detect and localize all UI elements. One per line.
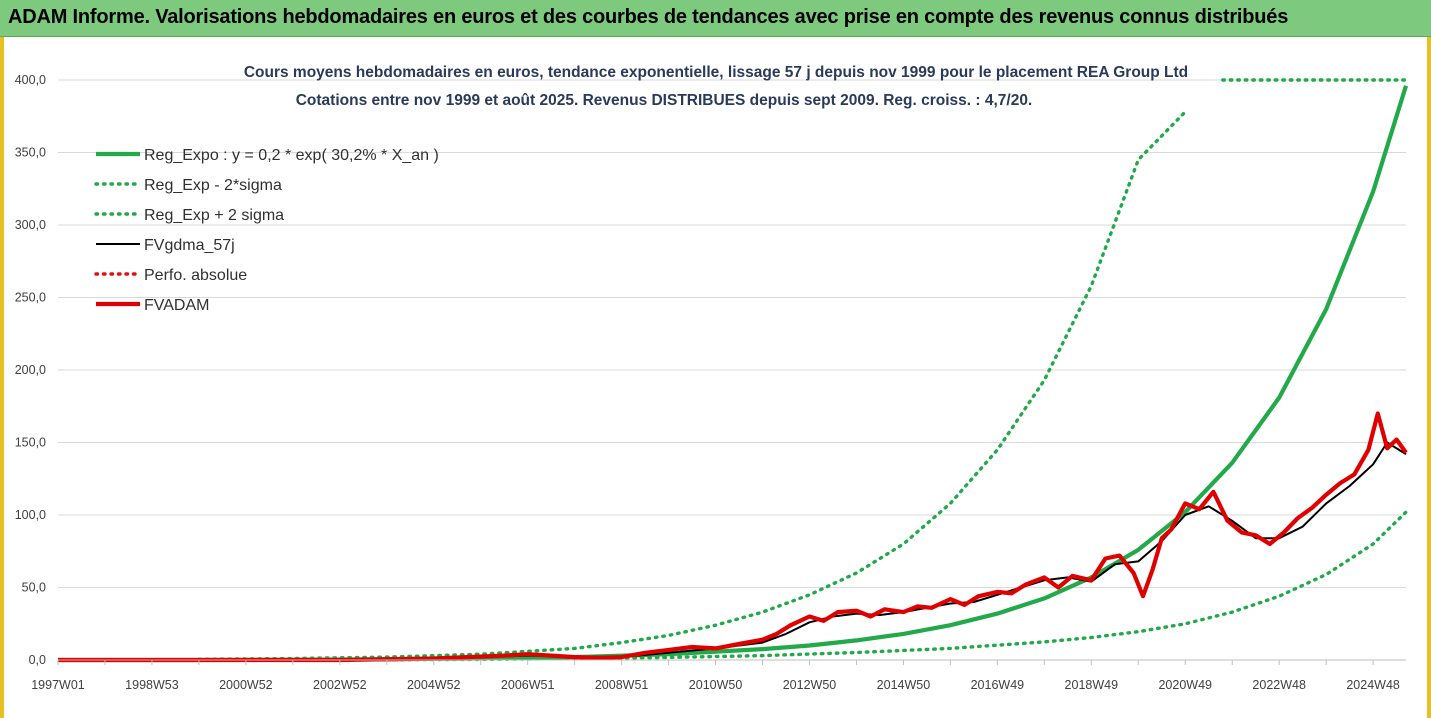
x-tick-label: 1997W01 [31,678,85,692]
legend-label: FVADAM [144,297,209,314]
x-tick-label: 2008W51 [595,678,649,692]
x-tick-label: 2016W49 [971,678,1025,692]
x-tick-label: 2018W49 [1065,678,1119,692]
y-tick-label: 350,0 [15,146,46,160]
x-tick-label: 2014W50 [877,678,931,692]
chart-frame: 0,0 50,0 100,0 150,0 200,0 250,0 300,0 350,0 400… [0,37,1431,718]
series-line-0 [58,85,1409,663]
series-line-2 [197,110,1187,661]
series-layer [58,78,1409,663]
axis-layer: 0,0 50,0 100,0 150,0 200,0 250,0 300,0 350,0 400… [15,73,1406,692]
y-tick-label: 400,0 [15,73,46,87]
y-tick-label: 200,0 [15,363,46,377]
x-tick-label: 2002W52 [313,678,367,692]
y-tick-label: 300,0 [15,218,46,232]
x-tick-label: 2024W48 [1346,678,1400,692]
chart-title: Cours moyens hebdomadaires en euros, ten… [244,64,1188,81]
y-tick-label: 100,0 [15,508,46,522]
legend-label: Reg_Exp + 2 sigma [144,207,284,224]
series-line-5 [58,411,1408,663]
grid [58,79,1406,661]
chart-subtitle: Cotations entre nov 1999 et août 2025. R… [296,92,1033,109]
header-bar: ADAM Informe. Valorisations hebdomadaire… [0,0,1431,37]
legend: Reg_Expo : y = 0,2 * exp( 30,2% * X_an )… [94,147,439,314]
y-tick-label: 0,0 [29,653,46,667]
legend-label: Perfo. absolue [144,267,247,284]
x-tick-label: 1998W53 [125,678,179,692]
x-tick-label: 2020W49 [1158,678,1212,692]
y-tick-label: 150,0 [15,436,46,450]
x-tick-label: 2012W50 [783,678,837,692]
y-tick-label: 50,0 [22,581,46,595]
series-line-3 [58,441,1407,661]
x-tick-label: 2022W48 [1252,678,1306,692]
legend-label: FVgdma_57j [144,237,235,254]
legend-label: Reg_Exp - 2*sigma [144,177,282,194]
x-tick-label: 2006W51 [501,678,555,692]
x-tick-label: 2000W52 [219,678,273,692]
header-title: ADAM Informe. Valorisations hebdomadaire… [8,6,1289,28]
legend-label: Reg_Expo : y = 0,2 * exp( 30,2% * X_an ) [144,147,439,164]
x-tick-label: 2010W50 [689,678,743,692]
series-line-1 [197,510,1408,662]
chart: 0,0 50,0 100,0 150,0 200,0 250,0 300,0 350,0 400… [15,64,1409,692]
x-tick-label: 2004W52 [407,678,461,692]
y-tick-label: 250,0 [15,291,46,305]
